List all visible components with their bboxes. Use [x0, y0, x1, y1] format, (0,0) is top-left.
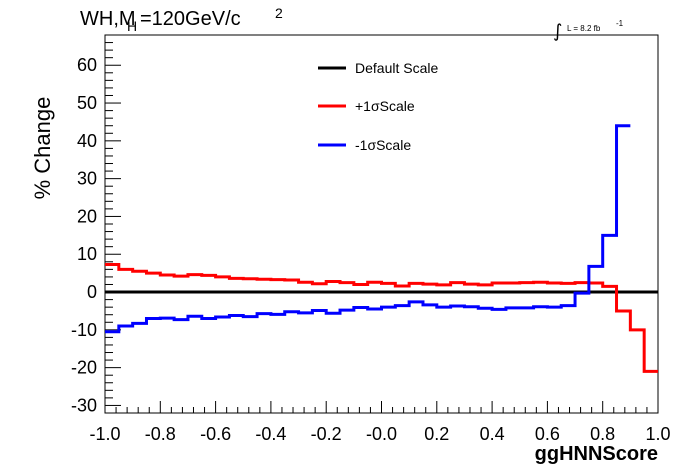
lumi-annotation: ∫ L = 8.2 fb -1 — [553, 19, 624, 42]
axis-ticks: -1.0 -0.8 -0.6 -0.4 -0.2 -0.0 0.2 0.4 0.6 0.8 1.0 -… — [71, 34, 671, 444]
x-tick-label: -0.0 — [366, 424, 397, 444]
y-tick-label: -20 — [71, 358, 97, 378]
y-tick-label: 0 — [87, 282, 97, 302]
y-tick-label: 60 — [77, 55, 97, 75]
series-line-2 — [105, 124, 631, 334]
legend-label-minus1sigma: -1σScale — [355, 137, 411, 153]
legend-label-default: Default Scale — [355, 60, 438, 76]
x-tick-label: -0.8 — [145, 424, 176, 444]
x-tick-label: -1.0 — [89, 424, 120, 444]
legend-label-plus1sigma: +1σScale — [355, 98, 415, 114]
legend: Default Scale +1σScale -1σScale — [318, 60, 438, 153]
x-tick-label: -0.6 — [200, 424, 231, 444]
plot-frame — [104, 34, 659, 414]
chart-title: WH,M H =120GeV/c 2 — [80, 5, 283, 34]
lumi-superscript: -1 — [616, 19, 624, 28]
y-axis-title: % Change — [30, 97, 55, 200]
title-subscript: H — [127, 18, 137, 34]
x-axis-title: ggHNNScore — [535, 443, 658, 465]
y-tick-label: 50 — [77, 93, 97, 113]
series-line-1 — [105, 262, 658, 373]
x-tick-label: -0.2 — [311, 424, 342, 444]
y-tick-label: 10 — [77, 244, 97, 264]
x-tick-label: 0.4 — [480, 424, 505, 444]
integral-icon: ∫ — [553, 21, 562, 42]
y-tick-label: 20 — [77, 206, 97, 226]
title-value: =120GeV/c — [140, 8, 241, 30]
x-tick-label: -0.4 — [255, 424, 286, 444]
x-tick-label: 0.2 — [424, 424, 449, 444]
y-tick-label: -30 — [71, 395, 97, 415]
title-base: WH,M — [80, 8, 136, 30]
y-tick-label: 40 — [77, 131, 97, 151]
x-tick-label: 0.8 — [590, 424, 615, 444]
x-tick-label: 1.0 — [645, 424, 670, 444]
y-tick-label: 30 — [77, 169, 97, 189]
title-superscript: 2 — [275, 5, 283, 21]
lumi-text: L = 8.2 fb — [567, 24, 601, 33]
series-layer — [105, 124, 658, 373]
y-tick-label: -10 — [71, 320, 97, 340]
x-tick-label: 0.6 — [535, 424, 560, 444]
